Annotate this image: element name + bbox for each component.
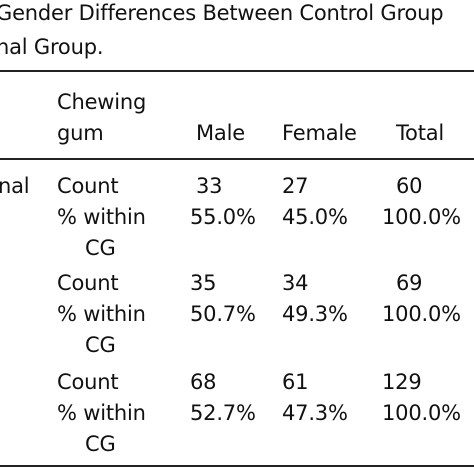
cell-male: 68	[190, 370, 217, 394]
header-male: Male	[196, 121, 245, 145]
cell-total: 129	[382, 370, 422, 394]
row-stat-label: % within	[57, 401, 146, 425]
row-stat-label: Count	[57, 271, 119, 295]
table-top-rule	[0, 70, 474, 72]
table-caption-line-1: Gender Differences Between Control Group	[0, 1, 444, 25]
cell-female: 47.3%	[282, 401, 348, 425]
row-stat-label: CG	[85, 236, 116, 260]
cell-male: 52.7%	[190, 401, 256, 425]
row-stat-label: Count	[57, 174, 119, 198]
table-bottom-rule	[0, 465, 474, 467]
row-stat-label: CG	[85, 333, 116, 357]
cell-female: 49.3%	[282, 302, 348, 326]
cell-female: 27	[282, 174, 309, 198]
cell-male: 33	[196, 174, 223, 198]
row-stat-label: % within	[57, 205, 146, 229]
cell-male: 50.7%	[190, 302, 256, 326]
cell-male: 55.0%	[190, 205, 256, 229]
row-stat-label: CG	[85, 432, 116, 456]
cell-male: 35	[190, 271, 217, 295]
header-chewing-gum-line-1: Chewing	[57, 90, 147, 114]
header-chewing-gum-line-2: gum	[57, 121, 104, 145]
row-stat-label: % within	[57, 302, 146, 326]
cell-total: 100.0%	[382, 205, 461, 229]
cell-total: 100.0%	[382, 401, 461, 425]
cell-female: 45.0%	[282, 205, 348, 229]
header-female: Female	[282, 121, 357, 145]
header-total: Total	[396, 121, 445, 145]
header-bottom-rule	[0, 158, 474, 160]
group-label: nal	[0, 174, 30, 198]
row-stat-label: Count	[57, 370, 119, 394]
cell-total: 69	[396, 271, 423, 295]
cell-female: 34	[282, 271, 309, 295]
cell-total: 60	[396, 174, 423, 198]
cell-female: 61	[282, 370, 309, 394]
cell-total: 100.0%	[382, 302, 461, 326]
table-caption-line-2: nal Group.	[0, 35, 104, 59]
